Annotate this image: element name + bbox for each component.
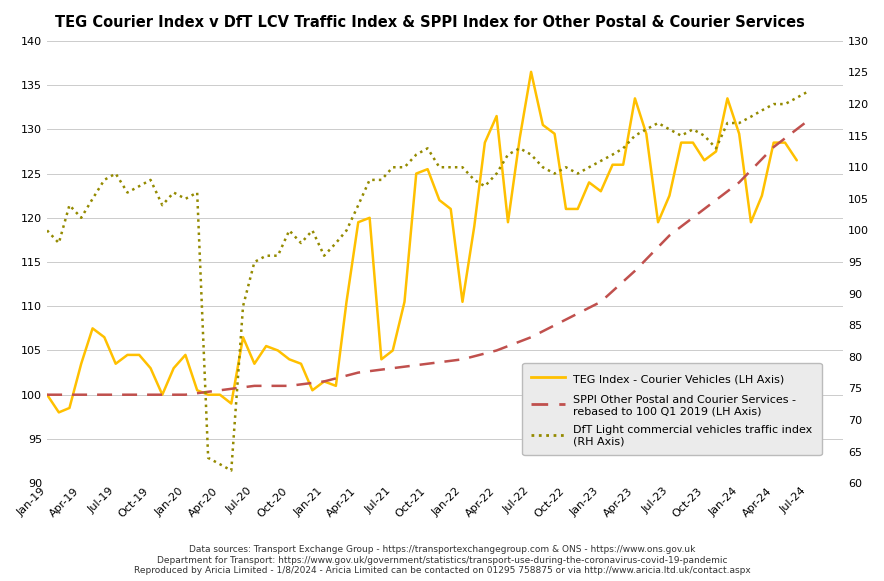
Text: TEG Courier Index v DfT LCV Traffic Index & SPPI Index for Other Postal & Courie: TEG Courier Index v DfT LCV Traffic Inde… (55, 15, 805, 30)
Legend: TEG Index - Courier Vehicles (LH Axis), SPPI Other Postal and Courier Services -: TEG Index - Courier Vehicles (LH Axis), … (522, 363, 821, 456)
Text: Data sources: Transport Exchange Group - https://transportexchangegroup.com & ON: Data sources: Transport Exchange Group -… (133, 546, 751, 575)
